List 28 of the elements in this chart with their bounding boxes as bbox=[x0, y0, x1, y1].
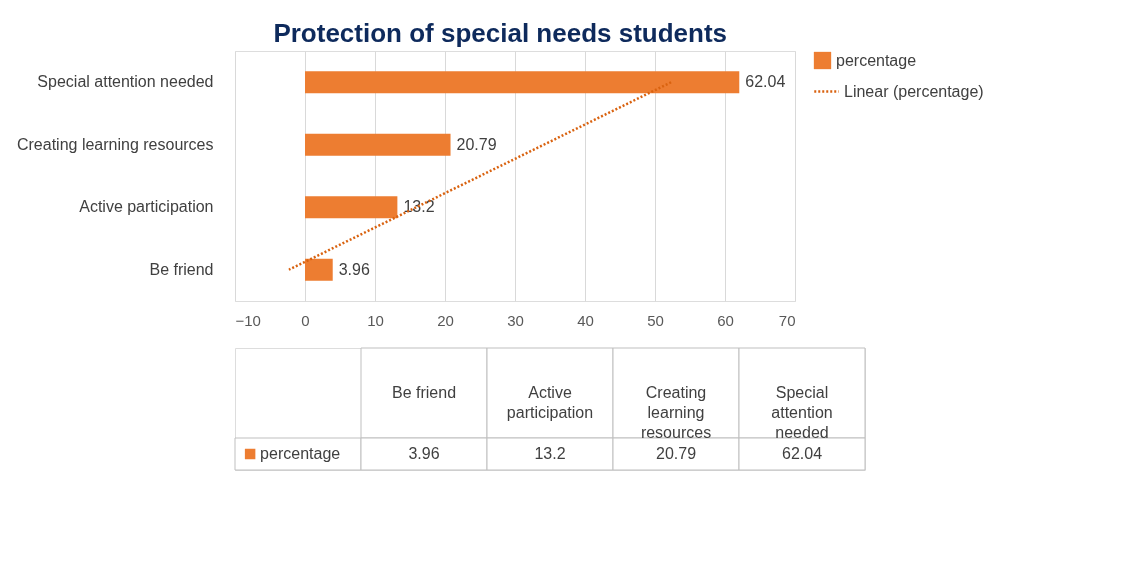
y-tick-label: Creating learning resources bbox=[16, 135, 214, 153]
data-label: 3.96 bbox=[338, 260, 370, 278]
x-tick-label: −10 bbox=[235, 311, 261, 329]
legend-label: percentage bbox=[836, 51, 917, 69]
text: 62.04 bbox=[781, 445, 823, 462]
x-tick-label: 40 bbox=[577, 311, 594, 329]
x-tick-label: 20 bbox=[437, 311, 454, 329]
data-label: 20.79 bbox=[456, 135, 497, 153]
category-label: Special attention needed bbox=[771, 384, 833, 441]
text: percentage bbox=[260, 445, 341, 462]
x-tick-label: 70 bbox=[778, 311, 796, 329]
category-label: Be friend bbox=[391, 384, 457, 401]
x-tick-label: 50 bbox=[647, 311, 664, 329]
x-tick-label: 10 bbox=[367, 311, 384, 329]
y-tick-label: Be friend bbox=[149, 260, 214, 278]
data-label: 62.04 bbox=[745, 73, 786, 91]
text: 20.79 bbox=[655, 445, 697, 462]
x-tick-label: 0 bbox=[301, 311, 310, 329]
category-label: Creating learning resources bbox=[640, 384, 712, 441]
y-tick-label: Special attention needed bbox=[37, 73, 214, 91]
category-label: Active participation bbox=[506, 384, 594, 421]
text: 13.2 bbox=[534, 445, 566, 462]
y-tick-label: Active participation bbox=[79, 198, 214, 216]
legend-label: Linear (percentage) bbox=[844, 82, 984, 100]
chart-title: Protection of special needs students bbox=[273, 17, 728, 48]
text: 3.96 bbox=[408, 445, 440, 462]
x-tick-label: 30 bbox=[507, 311, 524, 329]
x-tick-label: 60 bbox=[717, 311, 734, 329]
